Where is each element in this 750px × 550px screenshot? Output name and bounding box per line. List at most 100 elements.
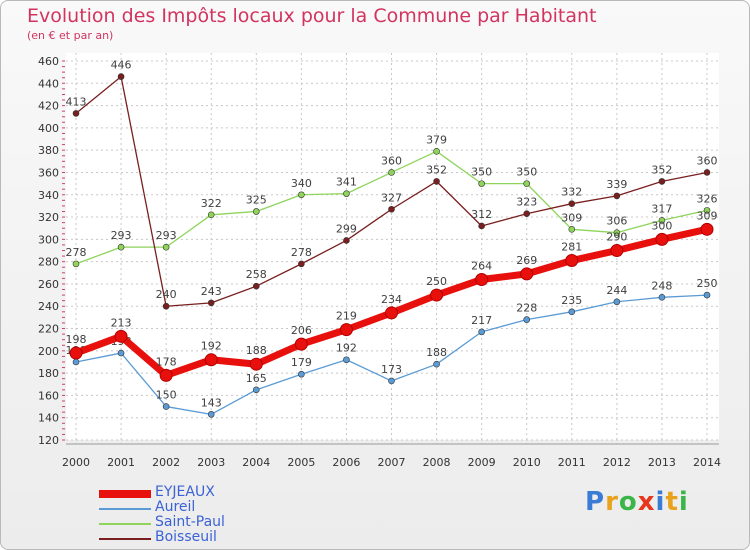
data-label: 317 [651,202,672,215]
data-label: 217 [471,314,492,327]
data-point [204,353,218,367]
data-label: 352 [651,163,672,176]
data-point [568,200,576,207]
proxiti-logo: Proxiti [585,487,689,517]
data-point [613,229,621,236]
x-tick-label: 2011 [558,456,586,469]
legend-label: Aureil [155,499,196,515]
data-label: 269 [516,254,537,267]
data-point [658,217,666,224]
y-tick-label: 180 [38,367,59,380]
data-label: 206 [291,324,312,337]
data-point [565,254,579,268]
series-aureil: 1901981501431651791921731882172282352442… [66,277,718,418]
data-label: 341 [336,176,357,189]
data-point [430,288,444,302]
data-point [117,73,125,80]
legend-swatch [99,490,151,498]
y-tick-label: 140 [38,412,59,425]
data-label: 264 [471,259,492,272]
data-point [117,243,125,251]
data-label: 332 [561,186,582,199]
y-tick-label: 340 [38,189,59,202]
x-tick-label: 2010 [513,456,541,469]
data-label: 192 [336,342,357,355]
data-point [252,208,260,215]
x-tick-label: 2013 [648,456,676,469]
data-point [478,180,485,187]
data-point [478,222,485,230]
y-tick-label: 240 [38,300,59,313]
data-point [703,207,711,214]
legend-swatch [99,523,151,525]
data-label: 379 [426,133,447,146]
data-point [343,237,350,244]
data-point [523,316,531,323]
data-label: 250 [426,275,447,288]
data-point [478,328,485,336]
data-point [568,308,576,316]
data-label: 300 [651,219,672,232]
data-label: 228 [516,302,537,315]
data-label: 281 [561,241,582,254]
data-label: 322 [201,197,222,210]
data-point [520,267,534,281]
data-label: 309 [697,209,718,222]
data-label: 350 [516,166,537,179]
data-label: 325 [246,193,267,206]
data-point [610,244,624,257]
data-point [703,169,711,176]
x-tick-label: 2012 [603,456,631,469]
data-label: 198 [66,333,87,346]
data-point [339,323,353,337]
chart-subtitle: (en € et par an) [27,29,114,42]
data-label: 188 [426,346,447,359]
data-point [613,298,621,306]
data-point [69,346,83,360]
data-label: 350 [471,166,492,179]
data-label: 340 [291,177,312,190]
legend-swatch [99,508,151,510]
data-point [475,272,489,286]
data-point [294,337,308,351]
data-label: 219 [336,310,357,323]
data-point [433,360,440,368]
data-point [252,282,260,290]
x-tick-label: 2000 [62,456,90,469]
data-point [658,178,666,185]
data-point [159,368,173,382]
data-point [568,226,576,233]
legend-label: EYJEAUX [155,484,215,500]
data-label: 360 [381,154,402,167]
y-tick-label: 440 [38,77,59,90]
x-tick-label: 2002 [152,456,180,469]
data-point [298,370,305,378]
data-point [343,356,350,364]
data-label: 446 [111,59,132,72]
x-tick-label: 2005 [287,456,315,469]
data-point [72,110,80,117]
y-tick-label: 200 [38,345,59,358]
data-point [700,222,714,236]
x-tick-label: 2009 [468,456,496,469]
data-point [207,211,215,219]
data-point [433,178,440,185]
data-point [249,357,263,371]
y-tick-label: 400 [38,122,59,135]
y-tick-label: 420 [38,100,59,113]
data-point [703,291,711,299]
data-point [613,192,621,200]
data-point [72,260,80,268]
chart-title: Evolution des Impôts locaux pour la Comm… [27,5,597,27]
data-label: 179 [291,356,312,369]
data-label: 293 [156,229,177,242]
data-label: 278 [66,246,87,259]
data-label: 299 [336,222,357,235]
series-eyjeaux: 198 213 178 192 188 206 219 234 250 264 269 281 290 3… [66,209,718,382]
data-label: 327 [381,191,402,204]
x-tick-label: 2003 [197,456,225,469]
data-label: 243 [201,285,222,298]
legend-label: Boisseuil [155,529,217,545]
data-point [388,169,395,176]
